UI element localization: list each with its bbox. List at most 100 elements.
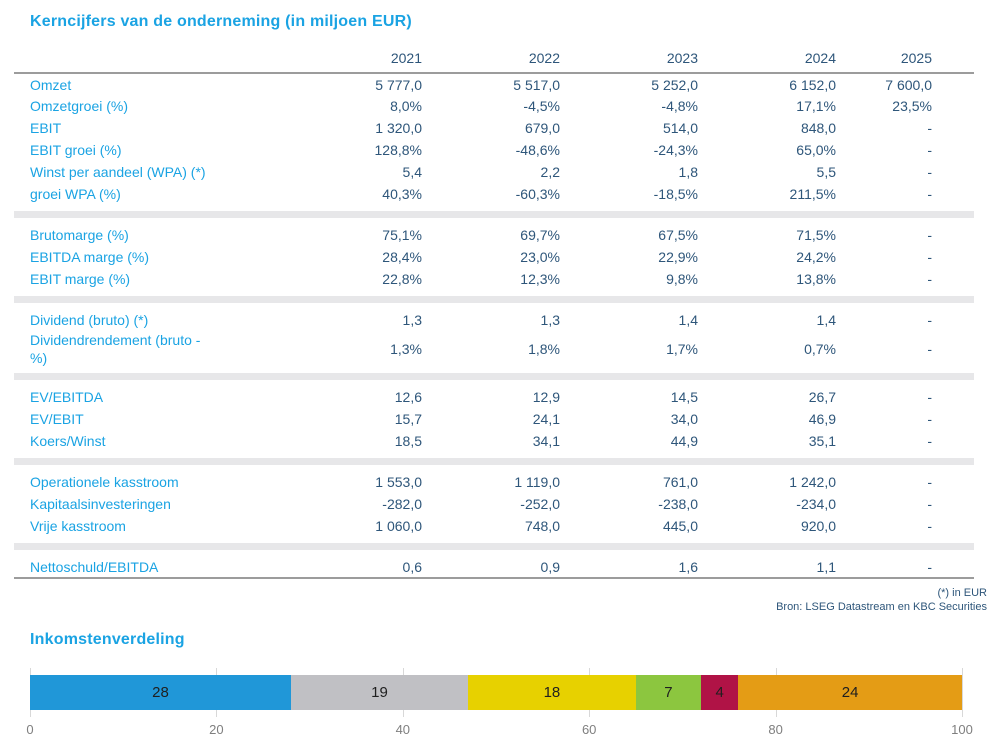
cell-value: 6 152,0 (789, 76, 836, 93)
cell-value: 9,8% (666, 271, 698, 287)
row-label: Kapitaalsinvesteringen (30, 496, 171, 512)
cell-value: - (927, 312, 932, 328)
row-label-cell: Winst per aandeel (WPA) (*) (14, 161, 284, 183)
separator-band (14, 296, 974, 303)
x-axis-tick-label: 0 (26, 722, 34, 737)
cell-value: -282,0 (382, 496, 422, 512)
row-label: Omzet (30, 76, 72, 93)
cell-value: 1,8% (528, 341, 560, 357)
row-label-cell: EBIT (14, 117, 284, 139)
section-separator-row (14, 290, 974, 309)
row-label: Operationele kasstroom (30, 474, 179, 490)
cell-value: - (927, 389, 932, 405)
stacked-bar: 28 19 18 7 4 24 (30, 675, 962, 710)
cell-value: 8,0% (390, 98, 422, 114)
cell-value: - (927, 142, 932, 158)
table-row: Vrije kasstroom 1 060,0 748,0 445,0 920,0 - (14, 515, 974, 537)
cell-value: 1,4 (678, 312, 698, 328)
cell-value: 1,3% (390, 341, 422, 357)
x-axis: 0 20 40 60 80 100 (26, 722, 972, 738)
year-column-header: 2025 (836, 45, 974, 74)
row-label-cell: Vrije kasstroom (14, 515, 284, 537)
cell-value: -234,0 (796, 496, 836, 512)
row-label: groei WPA (%) (30, 186, 121, 202)
year-column-header: 2021 (284, 45, 422, 74)
section-separator-row (14, 205, 974, 224)
cell-value: 1 553,0 (375, 474, 422, 490)
cell-value: 28,4% (382, 249, 422, 265)
table-row: EV/EBIT 15,7 24,1 34,0 46,9 - (14, 408, 974, 430)
income-distribution-chart: 28 19 18 7 4 24 0 20 40 60 80 100 (26, 668, 973, 738)
row-label-cell: Omzetgroei (%) (14, 95, 284, 117)
cell-value: 5,4 (402, 164, 422, 180)
cell-value: 69,7% (520, 227, 560, 243)
cell-value: 679,0 (524, 120, 560, 136)
cell-value: -252,0 (520, 496, 560, 512)
table-row: EBITDA marge (%) 28,4% 23,0% 22,9% 24,2% - (14, 246, 974, 268)
cell-value: -18,5% (653, 186, 698, 202)
cell-value: - (927, 164, 932, 180)
cell-value: 14,5 (670, 389, 698, 405)
cell-value: 12,6 (394, 389, 422, 405)
cell-value: 920,0 (800, 518, 836, 534)
table-row: Dividendrendement (bruto - %) 1,3% 1,8% 1,7… (14, 331, 974, 367)
separator-band (14, 543, 974, 550)
row-label-cell: Operationele kasstroom (14, 471, 284, 493)
cell-value: 211,5% (789, 186, 836, 202)
row-label-cell: Koers/Winst (14, 430, 284, 452)
cell-value: 1,3 (402, 312, 422, 328)
year-column-header: 2023 (560, 45, 698, 74)
cell-value: 761,0 (662, 474, 698, 490)
cell-value: 5 252,0 (651, 76, 698, 93)
year-column-header: 2024 (698, 45, 836, 74)
cell-value: - (927, 227, 932, 243)
cell-value: 34,0 (670, 411, 698, 427)
cell-value: 40,3% (382, 186, 422, 202)
x-axis-tick-label: 40 (395, 722, 411, 737)
row-label-cell: EV/EBIT (14, 408, 284, 430)
row-label: Omzetgroei (%) (30, 98, 129, 114)
row-label-cell: EV/EBITDA (14, 386, 284, 408)
row-label: Dividend (bruto) (*) (30, 312, 149, 328)
cell-value: 46,9 (808, 411, 836, 427)
cell-value: - (927, 120, 932, 136)
row-label-cell: Kapitaalsinvesteringen (14, 493, 284, 515)
cell-value: 1 060,0 (375, 518, 422, 534)
key-figures-table: 2021 2022 2023 2024 2025 Omzet 5 777,0 5 517,0… (14, 45, 974, 579)
cell-value: 848,0 (800, 120, 836, 136)
cell-value: 13,8% (796, 271, 836, 287)
cell-value: 0,6 (284, 556, 422, 579)
cell-value: - (927, 474, 932, 490)
table-row: EV/EBITDA 12,6 12,9 14,5 26,7 - (14, 386, 974, 408)
cell-value: -48,6% (515, 142, 560, 158)
cell-value: 24,1 (532, 411, 560, 427)
x-axis-tick-label: 20 (209, 722, 224, 737)
row-label: EBIT groei (%) (30, 142, 122, 158)
section-separator-row (14, 452, 974, 471)
row-label-cell: Dividendrendement (bruto - %) (14, 331, 284, 367)
row-label: EV/EBIT (30, 411, 84, 427)
cell-value: - (836, 556, 974, 579)
table-row: Dividend (bruto) (*) 1,3 1,3 1,4 1,4 - (14, 309, 974, 331)
cell-value: -4,5% (523, 98, 560, 114)
cell-value: -24,3% (653, 142, 698, 158)
cell-value: - (927, 433, 932, 449)
row-label: EBITDA marge (%) (30, 249, 150, 265)
cell-value: 1 320,0 (375, 120, 422, 136)
cell-value: 65,0% (796, 142, 836, 158)
section-separator-cell (14, 205, 974, 224)
year-header-row: 2021 2022 2023 2024 2025 (14, 45, 974, 74)
bar-segment: 4 (701, 675, 739, 710)
table-row: Nettoschuld/EBITDA 0,6 0,9 1,6 1,1- (14, 556, 974, 579)
row-label: Nettoschuld/EBITDA (30, 558, 159, 575)
table-row: Winst per aandeel (WPA) (*) 5,4 2,2 1,8 5,5 - (14, 161, 974, 183)
section-separator-cell (14, 537, 974, 556)
cell-value: 22,8% (382, 271, 422, 287)
cell-value: -60,3% (515, 186, 560, 202)
cell-value: 1,1 (698, 556, 836, 579)
cell-value: 0,9 (422, 556, 560, 579)
bar-segment: 19 (290, 675, 469, 710)
cell-value: 18,5 (394, 433, 422, 449)
cell-value: -238,0 (658, 496, 698, 512)
